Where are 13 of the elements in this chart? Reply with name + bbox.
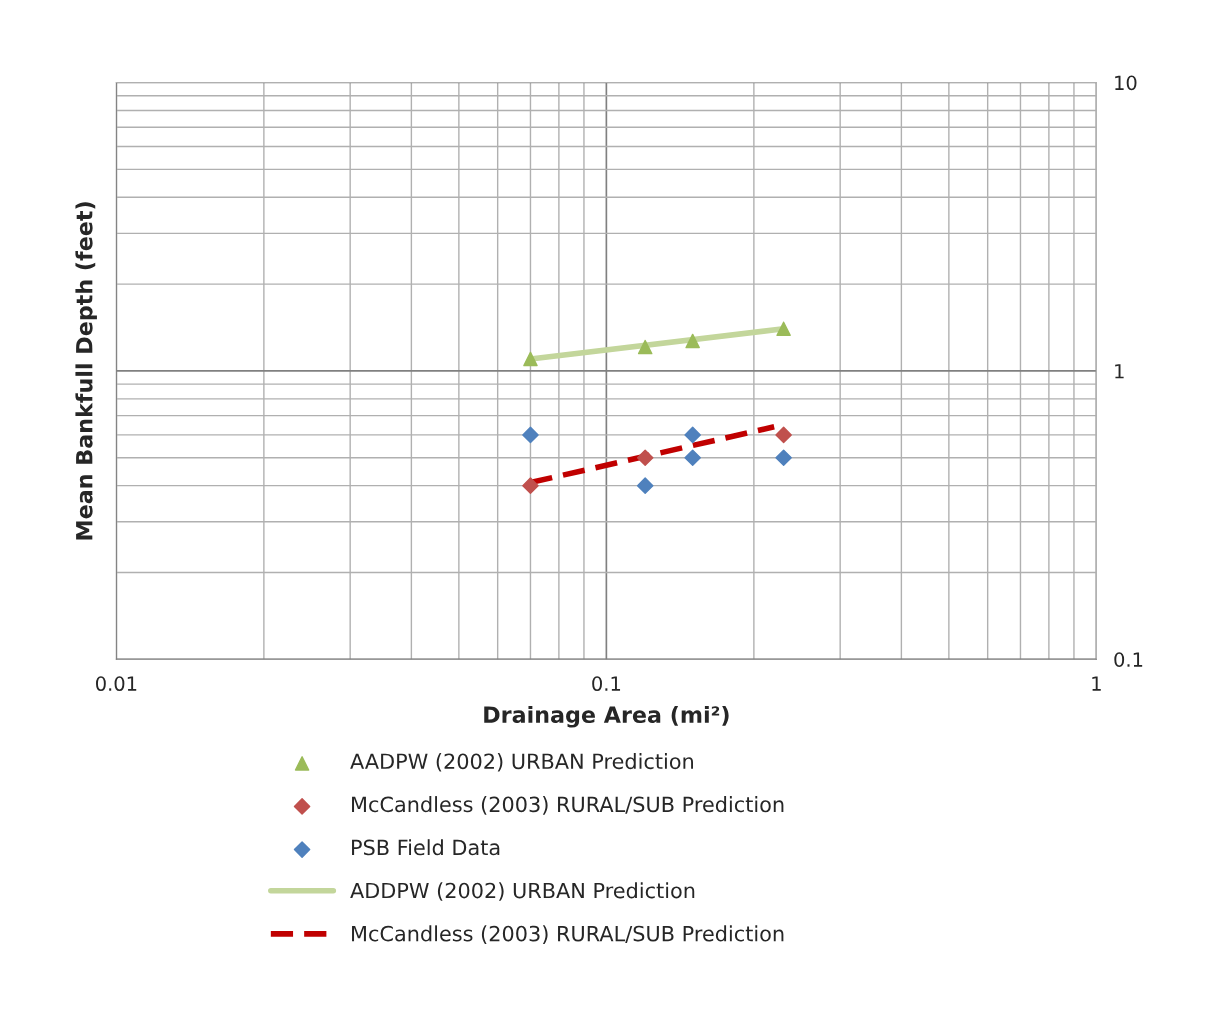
x-tick-label: 1 (1092, 676, 1101, 691)
x-axis-title: Drainage Area (mi²) (484, 705, 729, 728)
y-axis-title: Mean Bankfull Depth (feet) (75, 202, 97, 540)
y-tick-label: 1 (1115, 364, 1124, 379)
legend-label: AADPW (2002) URBAN Prediction (350, 753, 693, 772)
legend-label: McCandless (2003) RURAL/SUB Prediction (352, 925, 784, 944)
x-tick-label: 0.1 (592, 676, 621, 692)
y-tick-label: 10 (1115, 75, 1137, 91)
y-tick-label: 0.1 (1114, 652, 1143, 667)
x-tick-label: 0.01 (96, 676, 137, 692)
legend-label: ADDPW (2002) URBAN Prediction (350, 882, 695, 901)
legend-label: PSB Field Data (352, 839, 500, 856)
legend-label: McCandless (2003) RURAL/SUB Prediction (352, 796, 784, 815)
